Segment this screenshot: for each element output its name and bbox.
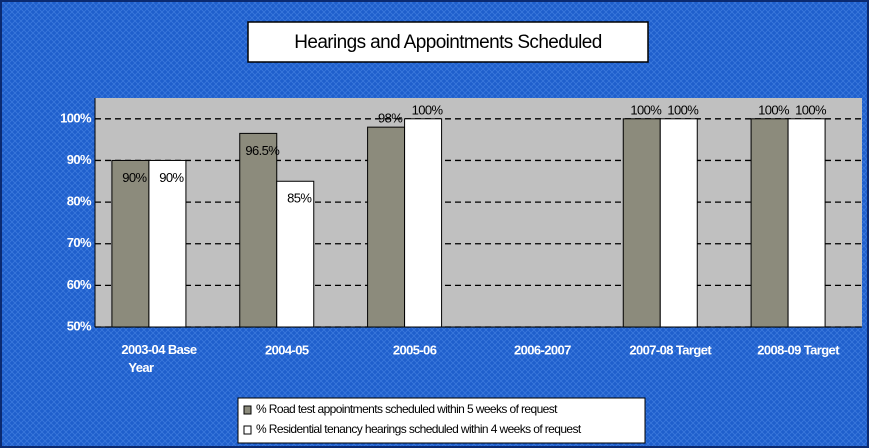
- bar: [750, 118, 789, 328]
- data-label: 85%: [287, 191, 312, 206]
- data-label: 98%: [378, 111, 403, 126]
- legend-box: [237, 397, 646, 444]
- bar: [239, 132, 278, 328]
- y-tick-label: 50%: [67, 318, 92, 333]
- data-label: 100%: [630, 102, 662, 117]
- y-tick-label: 80%: [67, 194, 92, 209]
- x-tick-label: 2006-2007: [514, 342, 571, 357]
- data-label: 96.5%: [245, 143, 280, 158]
- bar: [787, 118, 826, 328]
- x-tick-label: 2004-05: [265, 342, 309, 357]
- legend-swatch: [243, 405, 252, 415]
- x-tick-label: 2007-08 Target: [629, 342, 712, 357]
- data-label: 100%: [412, 102, 444, 117]
- legend-label: % Road test appointments scheduled withi…: [256, 402, 558, 416]
- bar: [276, 180, 315, 328]
- bar: [148, 159, 187, 328]
- plot-area: [95, 98, 862, 327]
- legend-label: % Residential tenancy hearings scheduled…: [256, 422, 582, 436]
- data-label: 100%: [795, 102, 827, 117]
- legend-swatch: [243, 425, 252, 435]
- bar: [659, 118, 698, 328]
- y-tick-label: 60%: [67, 277, 92, 292]
- y-tick-label: 90%: [67, 152, 92, 167]
- title-box: [247, 21, 649, 63]
- x-tick-label: 2003-04 Base Year: [121, 342, 197, 375]
- bar: [367, 126, 406, 328]
- bar: [404, 118, 443, 328]
- y-tick-label: 70%: [67, 235, 92, 250]
- data-label: 100%: [667, 102, 699, 117]
- chart-title: Hearings and Appointments Scheduled: [294, 32, 602, 53]
- bar: [111, 159, 150, 328]
- bar: [622, 118, 661, 328]
- data-label: 100%: [758, 102, 790, 117]
- data-label: 90%: [159, 170, 184, 185]
- y-tick-label: 100%: [60, 110, 92, 125]
- x-tick-label: 2005-06: [393, 342, 437, 357]
- data-label: 90%: [122, 170, 147, 185]
- x-tick-label: 2008-09 Target: [757, 342, 840, 357]
